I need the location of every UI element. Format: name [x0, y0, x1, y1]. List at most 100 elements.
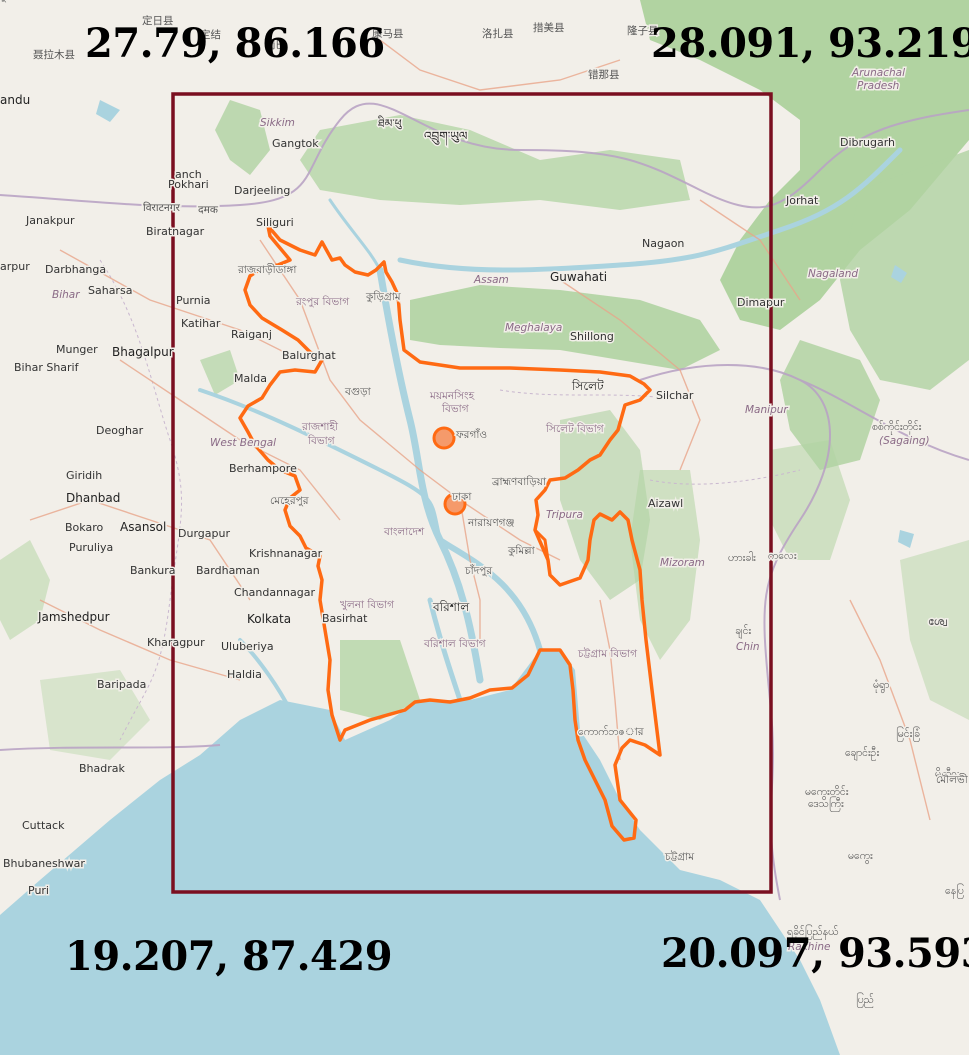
place-label: রাজশাহী [301, 420, 339, 433]
place-label: မြင်းခြံ [896, 726, 920, 742]
place-label: কুমিল্লা [507, 544, 536, 557]
place-label: Krishnanagar [249, 547, 323, 560]
place-label: বিভাগ [307, 434, 336, 447]
place-label: ကလေး [768, 550, 797, 562]
bangladesh-boundary[interactable] [238, 224, 662, 842]
place-label: Shillong [570, 330, 614, 343]
roads [29, 39, 931, 821]
place-label: ချင်း [735, 624, 751, 639]
place-label: Dibrugarh [840, 136, 895, 149]
place-label: Dhanbad [66, 491, 120, 505]
place-label: বাংলাদেশ [383, 526, 425, 538]
place-label: Sikkim [260, 117, 295, 129]
place-label: 岗巴 [265, 39, 286, 51]
place-label: ശ്വേ [928, 616, 947, 628]
marker-dhaka[interactable] [443, 492, 467, 516]
place-label: Chandannagar [234, 586, 315, 599]
place-label: Pradesh [857, 80, 899, 92]
place-label: Kolkata [247, 612, 291, 626]
place-label: Chin [736, 641, 760, 653]
place-label: Silchar [656, 389, 694, 402]
place-label: ရခိုင်ပြည်နယ် [787, 924, 838, 940]
place-label: Deoghar [96, 424, 144, 437]
lakes [96, 100, 914, 548]
place-label: Meghalaya [505, 322, 562, 334]
place-label: Manipur [745, 404, 788, 416]
place-label: Assam [473, 274, 509, 286]
place-label: Darjeeling [234, 184, 290, 197]
place-label: বিভাগ [441, 402, 470, 415]
place-label: West Bengal [210, 437, 276, 449]
place-label: Jamshedpur [37, 610, 110, 624]
place-label: andu [0, 93, 30, 107]
place-label: ཐིམ་ཕུ [378, 115, 403, 130]
marker-north[interactable] [432, 426, 456, 450]
place-label: မိတ္ထီလာ [935, 767, 965, 782]
state-boundaries [99, 259, 801, 741]
place-label: ঢাকা [451, 491, 472, 503]
rivers [198, 147, 903, 712]
place-label: Baripada [97, 678, 146, 691]
place-label: 聂拉木县 [33, 48, 75, 61]
place-label: চট্টগ্রাম [664, 850, 695, 863]
place-label: Malda [234, 372, 267, 385]
place-label: Bankura [130, 564, 176, 577]
place-label: Berhampore [229, 462, 297, 475]
place-label: Biratnagar [146, 225, 205, 238]
place-label: 洛扎县 [482, 27, 514, 40]
place-label: ဟားခါး [728, 551, 756, 564]
coord-top-left: 27.79, 86.166 [85, 20, 385, 67]
place-label: ပြည် [856, 992, 874, 1008]
place-label: 错那县 [588, 68, 620, 81]
place-label: Pokhari [168, 178, 209, 191]
place-label: 定日县 [142, 14, 174, 27]
coord-top-right: 28.091, 93.219 [651, 20, 969, 67]
place-label: Uluberiya [221, 640, 274, 653]
place-label: Munger [56, 343, 98, 356]
place-label: Rakhine [788, 941, 831, 953]
place-label: বগুড়া [344, 386, 372, 398]
place-label: Bihar [52, 289, 80, 301]
place-label: Puruliya [69, 541, 113, 554]
forest-areas [0, 0, 969, 760]
place-label: Asansol [120, 520, 166, 534]
place-label: সিলেট [571, 379, 604, 393]
place-label: Saharsa [88, 284, 132, 297]
place-label: Nagaon [642, 237, 684, 250]
place-label: စစ်ကိုင်းတိုင်း [872, 420, 922, 435]
place-label: Bhadrak [79, 762, 126, 775]
place-label: မကွေးတိုင်း [805, 785, 849, 800]
place-label: Tripura [546, 509, 583, 521]
place-label: Bokaro [65, 521, 103, 534]
selection-bounding-box[interactable] [171, 92, 773, 894]
place-label: ময়মনসিংহ [429, 389, 476, 402]
place-label: Arunachal [851, 67, 905, 79]
place-label: Purnia [176, 294, 211, 307]
place-label: Mizoram [660, 557, 705, 569]
place-label: Giridih [66, 469, 102, 482]
place-label: Raiganj [231, 328, 272, 341]
place-label: ফরগাঁও [455, 427, 487, 441]
place-label: Jorhat [785, 194, 819, 207]
place-label: ကောက်ဘဇার [578, 725, 645, 738]
place-label: বরিশাল [432, 600, 470, 614]
coord-bottom-right: 20.097, 93.593 [661, 930, 969, 977]
place-label: নারায়ণগঞ্জ [467, 517, 515, 529]
place-label: 定结 [200, 28, 221, 41]
place-label: Guwahati [550, 270, 607, 284]
place-label: Kharagpur [147, 636, 205, 649]
tripura-inset-boundary [533, 512, 602, 561]
place-label: Balurghat [282, 349, 336, 362]
place-label: ব্রাহ্মণবাড়িয়া [491, 475, 547, 488]
place-label: Haldia [227, 668, 262, 681]
place-label: anch [175, 168, 202, 181]
place-label: সিলেট বিভাগ [545, 422, 605, 435]
place-label: খুলনা বিভাগ [340, 598, 395, 611]
place-label: Darbhanga [45, 263, 106, 276]
coord-bottom-left: 19.207, 87.429 [65, 933, 393, 980]
place-label: Basirhat [322, 612, 368, 625]
place-label: 康马县 [372, 27, 404, 40]
place-label: Katihar [181, 317, 221, 330]
